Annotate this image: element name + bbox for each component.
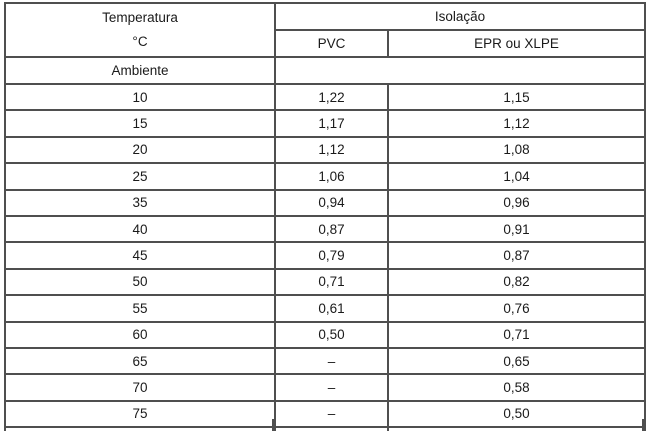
- pvc-value-cell: –: [274, 399, 389, 429]
- pvc-value-cell: 0,79: [274, 241, 389, 270]
- temp-cell: 55: [4, 294, 276, 323]
- temp-cell: 40: [4, 214, 276, 244]
- epr-value-cell: 0,87: [386, 241, 647, 270]
- epr-value-cell: 0,71: [386, 320, 647, 349]
- temp-cell: 25: [4, 162, 276, 191]
- header-row-1: Temperatura °C Isolação: [4, 2, 647, 58]
- temperature-correction-table: Temperatura °C Isolação PVC EPR ou XLPE …: [4, 2, 647, 431]
- temp-cell: 65: [4, 346, 276, 376]
- table-row: 35 0,94 0,96: [4, 188, 647, 217]
- epr-value-cell: 1,04: [386, 162, 647, 191]
- epr-value-cell: 1,15: [386, 82, 647, 112]
- pvc-value-cell: –: [274, 346, 389, 376]
- temp-cell: 35: [4, 188, 276, 217]
- table-row: 55 0,61 0,76: [4, 294, 647, 323]
- continuation-divider-line: [272, 419, 274, 431]
- pvc-value-cell: 0,61: [274, 294, 389, 323]
- pvc-value-cell: 1,17: [274, 109, 389, 138]
- temp-cell: 70: [4, 373, 276, 402]
- epr-value-cell: 0,96: [386, 188, 647, 217]
- pvc-value-cell: 0,50: [274, 320, 389, 349]
- ambiente-empty-cell: [273, 56, 647, 85]
- table-row: 75 – 0,50: [4, 399, 647, 429]
- pvc-column-header: PVC: [274, 29, 389, 58]
- epr-value-cell: 0,82: [386, 267, 647, 297]
- pvc-value-cell: 0,87: [274, 214, 389, 244]
- pvc-value-cell: 0,71: [274, 267, 389, 297]
- table-row: 70 – 0,58: [4, 373, 647, 402]
- continuation-right-border: [642, 419, 644, 431]
- temp-cell: 75: [4, 399, 276, 429]
- temp-cell: 15: [4, 109, 276, 138]
- epr-value-cell: 1,08: [386, 135, 647, 165]
- epr-value-cell: 0,91: [386, 214, 647, 244]
- temp-cell: 10: [4, 82, 276, 112]
- isolation-header-cell: Isolação: [273, 2, 647, 31]
- epr-column-header: EPR ou XLPE: [386, 29, 647, 58]
- table-row: 10 1,22 1,15: [4, 82, 647, 112]
- header-row-2: PVC EPR ou XLPE: [5, 29, 647, 58]
- pvc-value-cell: 1,22: [274, 82, 389, 112]
- temp-cell: 50: [4, 267, 276, 297]
- section-row: Ambiente: [4, 56, 647, 85]
- epr-value-cell: 0,65: [386, 346, 647, 376]
- table-row: 25 1,06 1,04: [4, 162, 647, 191]
- table-row: 60 0,50 0,71: [4, 320, 647, 349]
- temperature-header-cell: Temperatura °C: [4, 2, 276, 58]
- table-row: 65 – 0,65: [4, 346, 647, 376]
- table-continuation-row: [4, 419, 644, 431]
- epr-value-cell: 0,76: [386, 294, 647, 323]
- temp-cell: 45: [4, 241, 276, 270]
- table-row: 45 0,79 0,87: [4, 241, 647, 270]
- pvc-value-cell: 0,94: [274, 188, 389, 217]
- table-row: 50 0,71 0,82: [4, 267, 647, 297]
- continuation-left-border: [4, 419, 6, 431]
- ambiente-section-cell: Ambiente: [4, 56, 276, 85]
- table-row: 40 0,87 0,91: [4, 214, 647, 244]
- temperature-unit: °C: [132, 34, 148, 49]
- epr-value-cell: 0,58: [386, 373, 647, 402]
- table-row: 80 – 0,41: [4, 426, 647, 431]
- table-row: 20 1,12 1,08: [4, 135, 647, 165]
- pvc-value-cell: 1,06: [274, 162, 389, 191]
- epr-value-cell: 1,12: [386, 109, 647, 138]
- pvc-value-cell: 1,12: [274, 135, 389, 165]
- temp-cell: 60: [4, 320, 276, 349]
- table-row: 15 1,17 1,12: [4, 109, 647, 138]
- pvc-value-cell: –: [274, 426, 389, 431]
- epr-value-cell: 0,50: [386, 399, 647, 429]
- epr-value-cell: 0,41: [386, 426, 647, 431]
- temp-cell: 20: [4, 135, 276, 165]
- temp-cell: 80: [4, 426, 276, 431]
- temperature-title: Temperatura: [102, 10, 178, 25]
- pvc-value-cell: –: [274, 373, 389, 402]
